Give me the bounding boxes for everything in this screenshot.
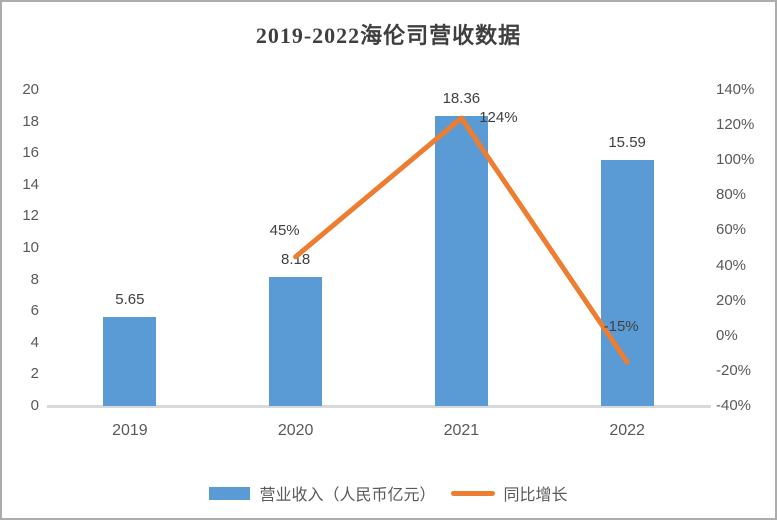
- revenue-bar-2019: [103, 316, 157, 406]
- y-axis-tick-left: 8: [30, 270, 39, 288]
- revenue-bar-2022: [600, 159, 654, 406]
- x-axis-label-2019: 2019: [112, 422, 148, 439]
- revenue-bar-2021: [434, 115, 488, 406]
- y-axis-tick-right: -40%: [716, 397, 752, 414]
- y-axis-tick-right: 60%: [716, 221, 747, 239]
- y-axis-tick-left: 2: [30, 365, 39, 383]
- y-axis-tick-left: 4: [30, 333, 39, 351]
- y-axis-tick-left: 12: [22, 207, 39, 225]
- legend: 营业收入（人民币亿元） 同比增长: [2, 481, 775, 505]
- bar-value-label-2022: 15.59: [608, 133, 646, 151]
- y-axis-tick-left: 18: [22, 112, 39, 130]
- bar-value-label-2021: 18.36: [442, 89, 481, 107]
- y-axis-tick-right: 20%: [716, 291, 747, 309]
- y-axis-tick-right: 40%: [716, 256, 747, 274]
- legend-revenue-label: 营业收入（人民币亿元）: [259, 487, 436, 504]
- growth-value-label-2021: 124%: [479, 109, 518, 127]
- bar-value-label-2019: 5.65: [115, 290, 145, 308]
- y-axis-tick-left: 0: [30, 397, 39, 414]
- y-axis-tick-right: -20%: [716, 361, 752, 379]
- y-axis-tick-right: 0%: [716, 326, 738, 344]
- revenue-bar-2020: [269, 276, 323, 406]
- x-axis-line: [47, 405, 711, 408]
- y-axis-tick-left: 20: [22, 81, 39, 98]
- y-axis-tick-left: 14: [22, 175, 39, 193]
- x-axis-label-2021: 2021: [443, 422, 480, 439]
- chart-title: 2019-2022海伦司营收数据: [255, 23, 522, 48]
- y-axis-tick-left: 16: [22, 144, 39, 162]
- legend-bar-swatch: [209, 486, 251, 500]
- y-axis-tick-right: 140%: [716, 81, 755, 98]
- y-axis-tick-left: 6: [30, 302, 39, 320]
- x-axis-label-2020: 2020: [277, 422, 314, 439]
- growth-value-label-2022: -15%: [603, 318, 639, 336]
- x-axis-label-2022: 2022: [609, 422, 645, 439]
- y-axis-tick-right: 80%: [716, 186, 747, 204]
- legend-line-swatch: [450, 490, 495, 496]
- y-axis-tick-left: 10: [22, 239, 39, 256]
- y-axis-tick-right: 100%: [716, 151, 755, 169]
- legend-item-growth: 同比增长: [450, 481, 568, 505]
- legend-item-revenue: 营业收入（人民币亿元）: [209, 481, 436, 505]
- growth-value-label-2020: 45%: [269, 221, 300, 239]
- y-axis-tick-right: 120%: [716, 116, 755, 134]
- legend-growth-label: 同比增长: [503, 487, 568, 504]
